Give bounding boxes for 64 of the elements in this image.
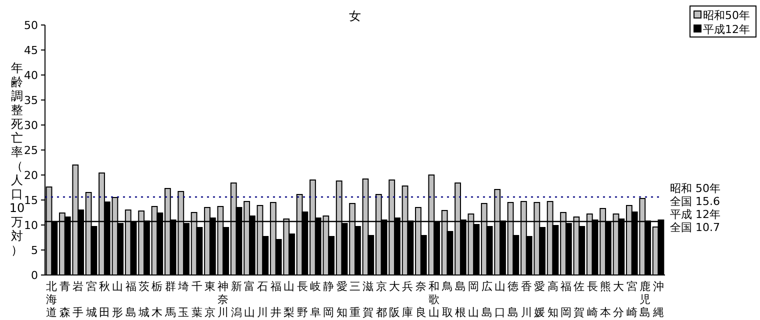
x-tick-label: 石川 bbox=[257, 280, 268, 319]
y-tick-label: 50 bbox=[24, 19, 38, 32]
y-tick-label: 40 bbox=[24, 69, 38, 82]
ref-line-label: 平成 12年全国 10.7 bbox=[670, 208, 720, 234]
y-tick-label: 10 bbox=[24, 219, 38, 232]
x-tick-label: 大分 bbox=[613, 280, 624, 319]
x-tick-label: 宮崎 bbox=[626, 280, 638, 319]
x-tick-label: 山形 bbox=[112, 280, 124, 319]
x-tick-label: 秋田 bbox=[98, 280, 110, 319]
x-tick-label: 兵庫 bbox=[402, 280, 414, 319]
x-tick-label: 静岡 bbox=[323, 280, 334, 319]
x-tick-label: 三重 bbox=[350, 280, 360, 319]
legend-label: 昭和50年 bbox=[703, 9, 750, 22]
y-tick-label: 30 bbox=[24, 119, 38, 132]
x-tick-label: 和歌山 bbox=[428, 280, 440, 319]
x-tick-label: 愛媛 bbox=[534, 280, 546, 319]
x-tick-label: 高知 bbox=[547, 280, 558, 319]
x-tick-label: 佐賀 bbox=[574, 280, 585, 319]
x-tick-label: 滋賀 bbox=[362, 280, 374, 319]
x-tick-label: 東京 bbox=[204, 280, 216, 319]
x-tick-label: 福岡 bbox=[560, 280, 572, 319]
x-tick-label: 北海道 bbox=[46, 280, 58, 319]
y-tick-label: 15 bbox=[24, 194, 38, 207]
x-tick-label: 奈良 bbox=[415, 280, 426, 319]
x-tick-label: 長崎 bbox=[586, 280, 598, 319]
x-tick-label: 長野 bbox=[296, 280, 308, 319]
x-tick-label: 鹿児島 bbox=[640, 280, 651, 319]
x-tick-label: 岡山 bbox=[468, 280, 480, 319]
x-tick-label: 青森 bbox=[59, 280, 70, 319]
y-tick-label: 45 bbox=[24, 44, 38, 57]
x-tick-label: 島根 bbox=[454, 280, 466, 319]
x-tick-label: 茨城 bbox=[138, 280, 150, 319]
x-tick-label: 沖縄 bbox=[652, 280, 664, 319]
x-tick-label: 福井 bbox=[270, 280, 282, 319]
x-tick-label: 栃木 bbox=[152, 280, 163, 319]
ref-line-label: 昭和 50年全国 15.6 bbox=[670, 182, 720, 208]
x-tick-label: 広島 bbox=[481, 280, 492, 319]
x-tick-label: 岐阜 bbox=[310, 280, 321, 319]
x-tick-label: 埼玉 bbox=[177, 280, 190, 319]
x-tick-label: 宮城 bbox=[84, 280, 97, 319]
x-tick-label: 神奈川 bbox=[218, 280, 229, 319]
y-tick-label: 35 bbox=[24, 94, 38, 107]
x-tick-label: 京都 bbox=[376, 280, 387, 319]
x-tick-label: 岩手 bbox=[72, 280, 84, 319]
x-tick-label: 新潟 bbox=[230, 280, 242, 319]
x-tick-label: 愛知 bbox=[336, 280, 348, 319]
x-tick-label: 山梨 bbox=[284, 280, 295, 319]
x-tick-label: 富山 bbox=[244, 280, 256, 319]
text: 年齢調整死亡率（人口10万対） bbox=[9, 61, 25, 257]
x-tick-label: 香川 bbox=[520, 280, 532, 319]
y-tick-label: 20 bbox=[24, 169, 38, 182]
legend-label: 平成12年 bbox=[703, 23, 750, 36]
y-tick-label: 25 bbox=[24, 144, 38, 157]
chart-title: 女 bbox=[349, 9, 361, 23]
x-tick-label: 熊本 bbox=[600, 280, 612, 319]
y-tick-label: 0 bbox=[31, 269, 38, 282]
x-tick-label: 山口 bbox=[494, 280, 506, 319]
x-tick-label: 福島 bbox=[125, 280, 136, 319]
x-tick-label: 群馬 bbox=[164, 280, 176, 319]
x-tick-label: 大阪 bbox=[389, 280, 400, 319]
y-tick-label: 5 bbox=[31, 244, 38, 257]
x-tick-label: 鳥取 bbox=[440, 280, 453, 319]
x-tick-label: 千葉 bbox=[191, 280, 202, 319]
x-tick-label: 徳島 bbox=[508, 280, 519, 319]
